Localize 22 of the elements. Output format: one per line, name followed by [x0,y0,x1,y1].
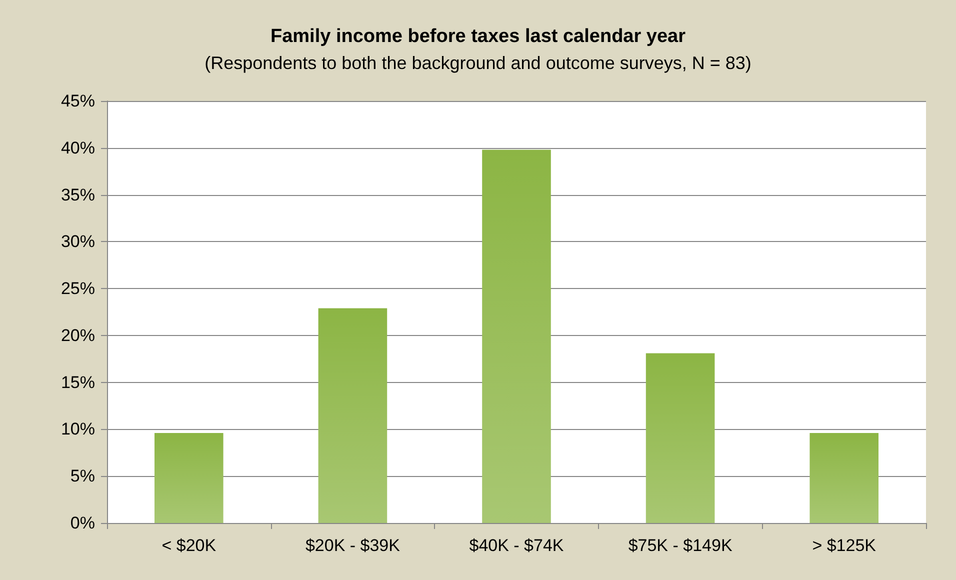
chart-title: Family income before taxes last calendar year [270,26,686,47]
y-tick-label: 0% [70,514,95,532]
chart-subtitle: (Respondents to both the background and outcome surveys, N = 83) [204,53,752,73]
x-tick-label: < $20K [162,536,217,555]
y-tick-label: 20% [60,326,95,345]
y-tick-label: 25% [60,279,95,298]
x-tick-label: $20K - $39K [305,536,401,555]
bar [318,308,388,523]
x-tick-label: $75K - $149K [628,536,733,555]
bar [154,432,224,523]
x-tick-label: $40K - $74K [469,536,564,555]
y-tick-label: 30% [60,232,95,252]
bar [810,432,878,523]
y-tick-label: 5% [70,466,95,486]
y-tick-label: 45% [60,92,95,110]
bar [482,150,551,523]
y-tick-label: 35% [60,185,95,204]
y-tick-label: 10% [60,420,95,439]
x-tick-label: > $125K [812,536,877,555]
bar [646,353,715,523]
y-tick-label: 15% [60,372,95,392]
y-tick-label: 40% [60,138,95,158]
